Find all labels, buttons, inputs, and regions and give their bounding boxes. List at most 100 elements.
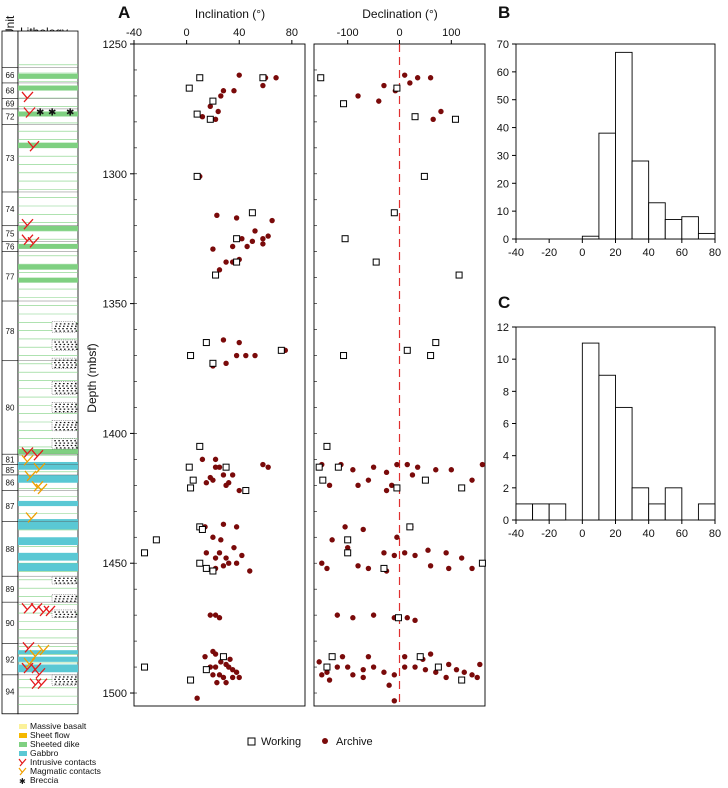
breccia-dot: [70, 444, 73, 447]
breccia-dot: [58, 328, 60, 330]
archive-point: [433, 467, 439, 473]
sheeted-dike-band: [18, 264, 78, 270]
breccia-dot: [75, 392, 78, 394]
breccia-dot: [74, 390, 77, 392]
sheet_flow-legend-swatch: [19, 733, 27, 738]
working-point: [393, 84, 401, 92]
breccia-legend-symbol: ✱: [19, 777, 26, 786]
archive-point: [244, 243, 250, 250]
archive-point: [477, 661, 483, 668]
intrusive-contact-symbol: [21, 218, 34, 230]
breccia-dot: [59, 447, 62, 449]
breccia-dot: [59, 387, 61, 389]
archive-point: [381, 82, 387, 89]
breccia-dot: [59, 330, 62, 332]
breccia-dot: [67, 364, 69, 366]
y-tick-label: 10: [497, 354, 509, 366]
archive-point: [220, 472, 227, 478]
breccia-dot: [71, 447, 74, 449]
intrusive-contact-symbol: [33, 667, 46, 679]
archive-point: [391, 672, 398, 678]
y-tick-label: 0: [503, 234, 509, 246]
archive-point: [422, 666, 429, 673]
archive-point: [223, 259, 229, 265]
archive-point: [212, 651, 219, 657]
breccia-dot: [71, 387, 73, 389]
archive-point: [409, 472, 416, 478]
archive-point: [376, 98, 382, 104]
breccia-dot: [75, 364, 77, 366]
archive-point: [243, 352, 249, 359]
breccia-dot: [54, 406, 57, 408]
archive-point: [216, 464, 223, 470]
y-tick-label: 1450: [103, 558, 127, 570]
breccia-dot: [58, 341, 60, 343]
breccia-dot: [62, 600, 64, 602]
breccia-dot: [55, 421, 58, 424]
y-tick-label: 12: [497, 322, 509, 334]
sheeted-dike-band: [18, 85, 78, 91]
working-point: [458, 676, 466, 684]
x-tick-label: -20: [541, 528, 557, 540]
breccia-dot: [70, 683, 73, 685]
breccia-dot: [67, 613, 70, 616]
archive-point: [334, 612, 341, 618]
archive-point: [389, 482, 395, 489]
archive-point: [220, 88, 227, 94]
working-point: [196, 559, 204, 567]
magmatic-contact-symbol: [21, 454, 34, 466]
breccia-dot: [67, 403, 69, 405]
working-point: [315, 463, 323, 471]
archive-point: [233, 669, 240, 675]
magmatic-contact-symbol: [33, 462, 46, 474]
breccia-dot: [67, 442, 70, 444]
x-tick-label: 80: [709, 528, 721, 540]
breccia-dot: [75, 442, 78, 444]
breccia-dot: [58, 406, 61, 408]
breccia-dot: [63, 387, 65, 389]
working-point: [202, 564, 210, 572]
breccia-dot: [70, 346, 73, 348]
breccia-dot: [70, 406, 73, 408]
breccia-dot: [63, 421, 66, 424]
breccia-dot: [67, 447, 70, 449]
working-point: [209, 567, 217, 575]
breccia-dot: [75, 323, 78, 325]
breccia-dot: [54, 444, 57, 447]
archive-point: [229, 472, 236, 478]
histogram-bar: [631, 487, 650, 521]
working-point: [185, 463, 193, 471]
breccia-dot: [66, 598, 69, 600]
y-tick-label: 10: [497, 206, 509, 218]
unit-column-frame: [1, 30, 19, 715]
breccia-dot: [55, 577, 57, 579]
working-point: [478, 559, 486, 567]
breccia-dot: [71, 577, 73, 579]
breccia-dot: [55, 408, 58, 410]
breccia-dot: [66, 328, 68, 330]
breccia-patch: [51, 402, 77, 413]
breccia-dot: [55, 676, 57, 678]
working-point: [202, 666, 210, 674]
x-tick-label: 40: [643, 528, 655, 540]
breccia-dot: [54, 600, 56, 602]
y-tick-label: 4: [503, 451, 509, 463]
y-tick-label: 1300: [103, 169, 127, 181]
y-tick-label: 40: [497, 123, 509, 135]
breccia-dot: [54, 424, 57, 426]
archive-point: [427, 75, 434, 81]
breccia-dot: [62, 382, 65, 385]
breccia-dot: [67, 387, 69, 389]
archive-point: [381, 550, 387, 556]
archive-point: [479, 461, 486, 468]
lithology-legend-label: Magmatic contacts: [30, 766, 101, 776]
archive-point: [391, 552, 398, 559]
working-point: [196, 74, 204, 82]
breccia-dot: [71, 595, 74, 598]
breccia-dot: [58, 598, 61, 600]
archive-point: [212, 664, 219, 670]
depth-axis-label: Depth (mbsf): [85, 343, 99, 412]
x-tick-label: 0: [184, 27, 190, 39]
histogram-bar: [581, 235, 600, 240]
breccia-dot: [70, 598, 73, 600]
